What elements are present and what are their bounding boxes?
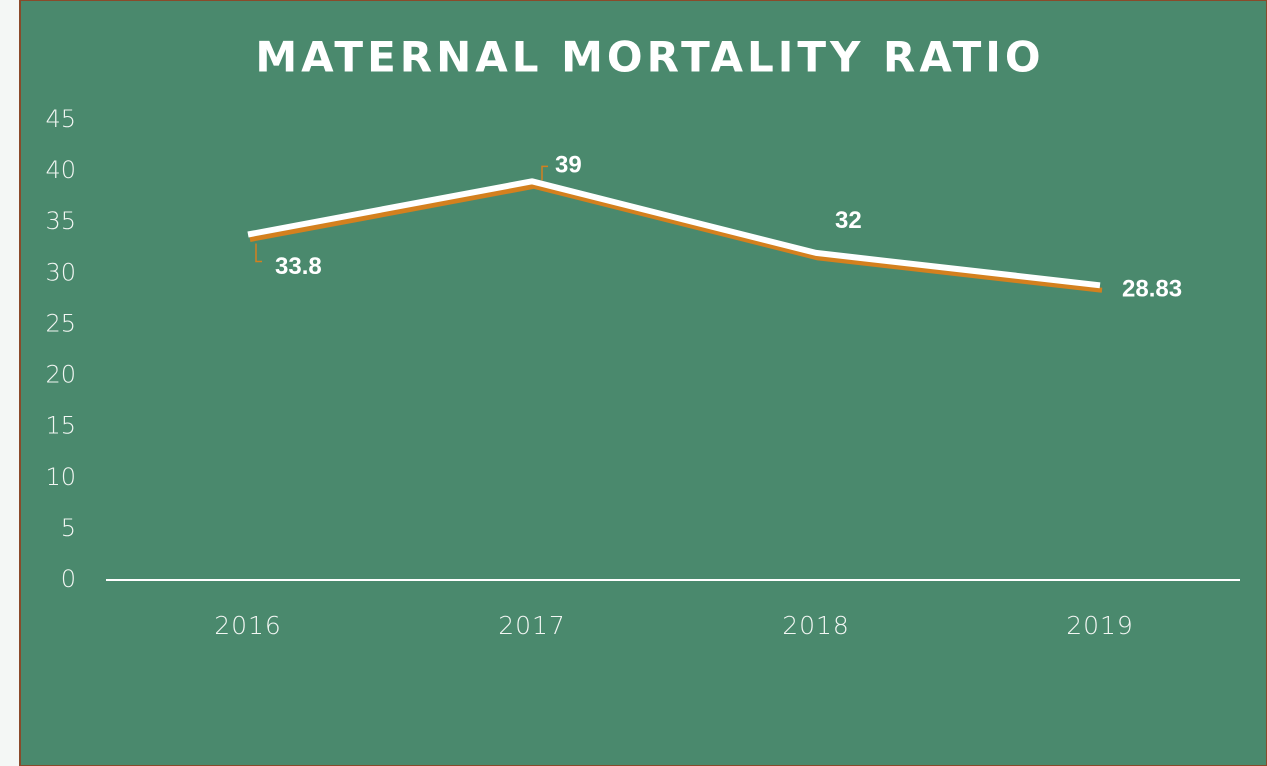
line	[247, 178, 1101, 289]
y-tick-label: 25	[45, 309, 76, 337]
x-tick-label: 2019	[1066, 611, 1134, 640]
y-tick-label: 0	[61, 565, 76, 593]
line-shadow	[249, 183, 1103, 293]
y-tick-label: 20	[45, 361, 76, 389]
x-tick-label: 2018	[782, 611, 850, 640]
data-label: 28.83	[1122, 276, 1182, 303]
y-tick-label: 35	[45, 207, 76, 235]
y-tick-label: 30	[45, 258, 76, 286]
chart-title: MATERNAL MORTALITY RATIO	[255, 33, 1044, 82]
x-tick-label: 2016	[214, 611, 282, 640]
x-tick-label: 2017	[498, 611, 566, 640]
y-tick-label: 45	[45, 105, 76, 133]
data-label: 33.8	[275, 253, 322, 280]
y-tick-label: 5	[61, 514, 76, 542]
y-tick-label: 15	[45, 412, 76, 440]
data-label: 39	[555, 152, 582, 179]
y-tick-label: 40	[45, 156, 76, 184]
data-label: 32	[835, 207, 862, 234]
leader	[255, 243, 262, 263]
y-tick-label: 10	[45, 463, 76, 491]
leader	[541, 165, 548, 181]
plot-panel	[19, 0, 1267, 766]
